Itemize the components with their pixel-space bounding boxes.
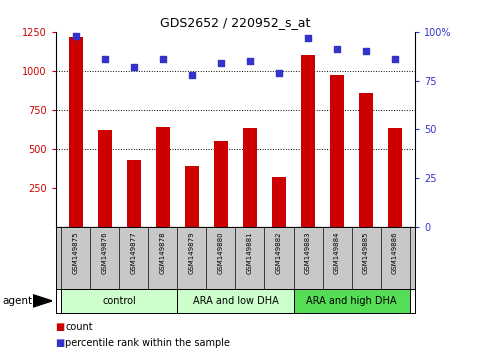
Text: GSM149877: GSM149877	[131, 232, 137, 274]
Text: agent: agent	[2, 296, 32, 306]
Bar	[294, 289, 410, 313]
Point	[130, 64, 138, 70]
Text: GSM149875: GSM149875	[73, 232, 79, 274]
Text: GSM149885: GSM149885	[363, 232, 369, 274]
Text: GSM149884: GSM149884	[334, 232, 340, 274]
Text: ■: ■	[56, 338, 65, 348]
Point	[391, 56, 399, 62]
Text: GSM149879: GSM149879	[189, 232, 195, 274]
Text: control: control	[102, 296, 136, 306]
Point	[275, 70, 283, 76]
Text: percentile rank within the sample: percentile rank within the sample	[65, 338, 230, 348]
Bar	[213, 141, 228, 227]
Bar	[301, 55, 315, 227]
Bar	[177, 289, 294, 313]
Text: GSM149886: GSM149886	[392, 232, 398, 274]
Bar	[69, 36, 83, 227]
Text: count: count	[65, 322, 93, 332]
Bar	[388, 129, 402, 227]
Text: GSM149880: GSM149880	[218, 232, 224, 274]
Bar	[243, 129, 257, 227]
Bar	[359, 93, 373, 227]
Text: ■: ■	[56, 322, 65, 332]
Bar	[185, 166, 199, 227]
Point	[101, 56, 109, 62]
Bar	[127, 160, 141, 227]
Point	[304, 35, 312, 41]
Bar	[98, 130, 112, 227]
Point	[159, 56, 167, 62]
Text: GSM149878: GSM149878	[160, 232, 166, 274]
Point	[72, 33, 80, 39]
Point	[246, 58, 254, 64]
Text: GSM149881: GSM149881	[247, 232, 253, 274]
Text: GSM149882: GSM149882	[276, 232, 282, 274]
Bar	[330, 75, 344, 227]
Point	[217, 60, 225, 66]
Bar	[272, 177, 286, 227]
Text: ARA and low DHA: ARA and low DHA	[193, 296, 278, 306]
Point	[188, 72, 196, 78]
Text: GSM149883: GSM149883	[305, 232, 311, 274]
Point	[333, 47, 341, 52]
Text: GDS2652 / 220952_s_at: GDS2652 / 220952_s_at	[160, 16, 311, 29]
Text: GSM149876: GSM149876	[102, 232, 108, 274]
Bar	[156, 127, 170, 227]
Text: ARA and high DHA: ARA and high DHA	[306, 296, 397, 306]
Bar	[61, 289, 177, 313]
Point	[362, 48, 370, 54]
Polygon shape	[33, 295, 52, 307]
